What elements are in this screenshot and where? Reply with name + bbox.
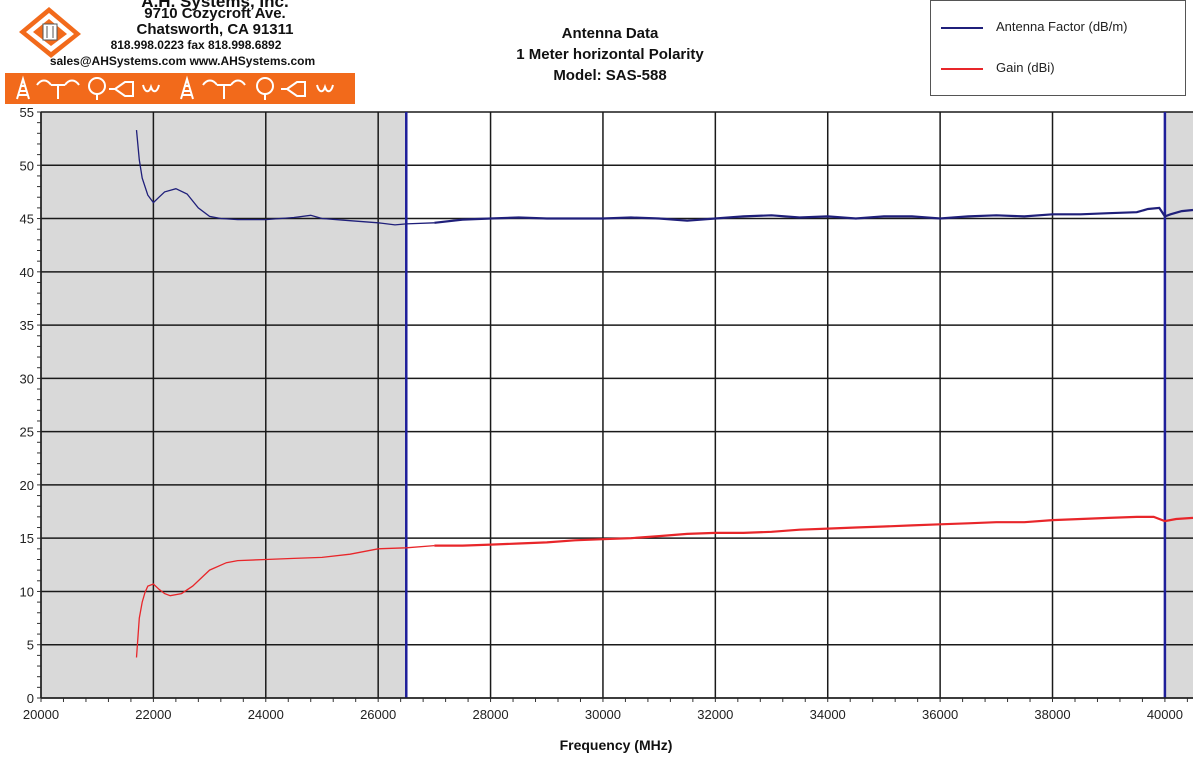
legend-swatch-antenna-factor <box>941 27 983 29</box>
company-phone: 818.998.0223 fax 818.998.6892 <box>110 38 282 52</box>
company-web: sales@AHSystems.com www.AHSystems.com <box>49 54 316 68</box>
x-tick-label: 26000 <box>360 707 396 722</box>
legend-swatch-gain <box>941 68 983 70</box>
dipole-icon <box>202 79 246 99</box>
y-tick-label: 40 <box>20 265 34 280</box>
tower-icon <box>180 75 194 100</box>
chart-subtitle-polarity: 1 Meter horizontal Polarity <box>516 46 704 63</box>
shaded-region <box>1164 112 1193 698</box>
y-tick-label: 35 <box>20 318 34 333</box>
company-name: A.H. Systems, Inc. <box>141 0 289 11</box>
series-line-gain <box>135 544 435 658</box>
dipole-icon <box>36 79 80 99</box>
x-tick-label: 32000 <box>697 707 733 722</box>
series-line-antenna-factor <box>135 130 435 226</box>
y-tick-label: 30 <box>20 371 34 386</box>
x-tick-label: 24000 <box>248 707 284 722</box>
series-line-antenna-factor <box>434 206 1193 224</box>
biconical-icon <box>142 83 160 93</box>
y-tick-label: 0 <box>27 691 34 706</box>
antenna-icon-band <box>5 73 355 104</box>
loop-icon <box>88 77 106 100</box>
legend-label-gain: Gain (dBi) <box>996 60 1055 75</box>
y-tick-label: 50 <box>20 158 34 173</box>
y-tick-label: 10 <box>20 584 34 599</box>
x-tick-label: 30000 <box>585 707 621 722</box>
horn-icon <box>281 81 306 97</box>
series-line-gain <box>434 515 1193 547</box>
chart-legend: Antenna Factor (dB/m) Gain (dBi) <box>930 0 1186 96</box>
y-tick-label: 5 <box>27 638 34 653</box>
chart-title: Antenna Data <box>561 25 659 42</box>
shaded-region <box>41 112 407 698</box>
y-tick-label: 25 <box>20 425 34 440</box>
tower-icon <box>16 75 30 100</box>
company-logo-icon <box>19 7 81 58</box>
company-address: 9710 Cozycroft Ave. <box>144 5 286 22</box>
loop-icon <box>256 77 274 100</box>
y-tick-label: 45 <box>20 212 34 227</box>
chart-subtitle-model: Model: SAS-588 <box>553 67 667 84</box>
x-tick-label: 38000 <box>1034 707 1070 722</box>
x-tick-label: 28000 <box>472 707 508 722</box>
x-axis-title: Frequency (MHz) <box>560 737 673 753</box>
y-tick-label: 20 <box>20 478 34 493</box>
x-tick-label: 34000 <box>810 707 846 722</box>
x-tick-label: 22000 <box>135 707 171 722</box>
company-city: Chatsworth, CA 91311 <box>136 21 294 38</box>
x-tick-label: 40000 <box>1147 707 1183 722</box>
chart-title-block: Antenna Data 1 Meter horizontal Polarity… <box>450 23 770 86</box>
x-tick-label: 36000 <box>922 707 958 722</box>
y-tick-label: 15 <box>20 531 34 546</box>
company-header: A.H. Systems, Inc. 9710 Cozycroft Ave. C… <box>5 0 355 72</box>
y-tick-label: 55 <box>20 105 34 120</box>
biconical-icon <box>316 83 334 93</box>
legend-label-antenna-factor: Antenna Factor (dB/m) <box>996 19 1128 34</box>
horn-icon <box>109 81 134 97</box>
x-tick-label: 20000 <box>23 707 59 722</box>
